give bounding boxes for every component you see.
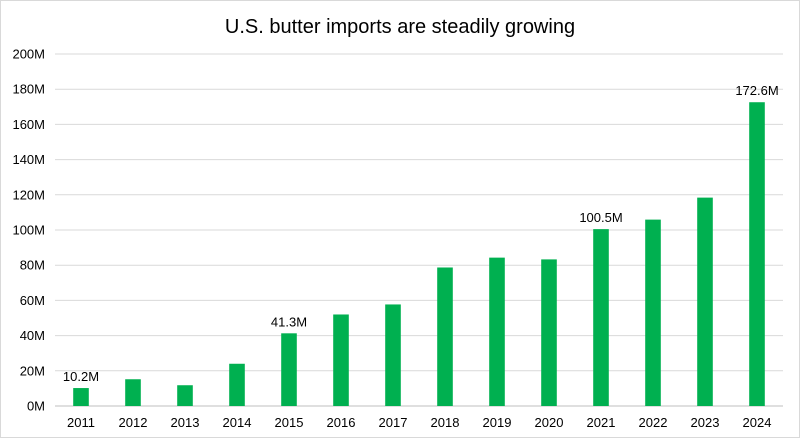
y-tick-label: 120M (12, 187, 45, 202)
bar-2024 (749, 102, 765, 406)
data-label-2011: 10.2M (63, 369, 99, 384)
x-tick-label: 2014 (223, 415, 252, 430)
x-tick-label: 2020 (535, 415, 564, 430)
y-tick-label: 200M (12, 47, 45, 62)
bar-2018 (437, 267, 453, 406)
bar-2015 (281, 333, 297, 406)
bar-2022 (645, 219, 661, 406)
x-tick-label: 2019 (483, 415, 512, 430)
y-tick-label: 80M (20, 258, 45, 273)
y-tick-label: 160M (12, 117, 45, 132)
chart-title: U.S. butter imports are steadily growing (225, 16, 575, 38)
bar-2023 (697, 197, 713, 406)
y-tick-label: 20M (20, 363, 45, 378)
x-tick-label: 2011 (67, 415, 95, 430)
x-axis-ticks: 2011 2012 2013 2014 2015 2016 2017 2018 2019 2020… (67, 415, 771, 430)
bar-2013 (177, 385, 193, 406)
x-tick-label: 2012 (119, 415, 148, 430)
y-axis-ticks: 0M 20M 40M 60M 80M 100M 120M 140M 160M 180M 200M (12, 47, 45, 414)
bar-2019 (489, 257, 505, 406)
x-tick-label: 2021 (587, 415, 616, 430)
y-tick-label: 100M (12, 223, 45, 238)
data-label-2015: 41.3M (271, 314, 307, 329)
x-tick-label: 2018 (431, 415, 460, 430)
x-tick-label: 2022 (639, 415, 668, 430)
y-tick-label: 60M (20, 293, 45, 308)
bar-2017 (385, 304, 401, 406)
x-tick-label: 2024 (743, 415, 772, 430)
bar-2021 (593, 229, 609, 406)
y-tick-label: 180M (12, 82, 45, 97)
bars (73, 102, 765, 406)
y-tick-label: 40M (20, 328, 45, 343)
bar-2016 (333, 314, 349, 406)
data-label-2024: 172.6M (735, 83, 778, 98)
gridlines (55, 53, 783, 407)
x-tick-label: 2013 (171, 415, 200, 430)
x-tick-label: 2023 (691, 415, 720, 430)
bar-2014 (229, 363, 245, 406)
y-tick-label: 140M (12, 152, 45, 167)
y-tick-label: 0M (27, 399, 45, 414)
bar-2011 (73, 388, 89, 406)
data-labels: 10.2M 41.3M 100.5M 172.6M (63, 83, 779, 384)
data-label-2021: 100.5M (579, 210, 622, 225)
x-tick-label: 2016 (327, 415, 356, 430)
bar-2020 (541, 259, 557, 406)
x-tick-label: 2017 (379, 415, 408, 430)
x-tick-label: 2015 (275, 415, 304, 430)
bar-2012 (125, 379, 141, 406)
